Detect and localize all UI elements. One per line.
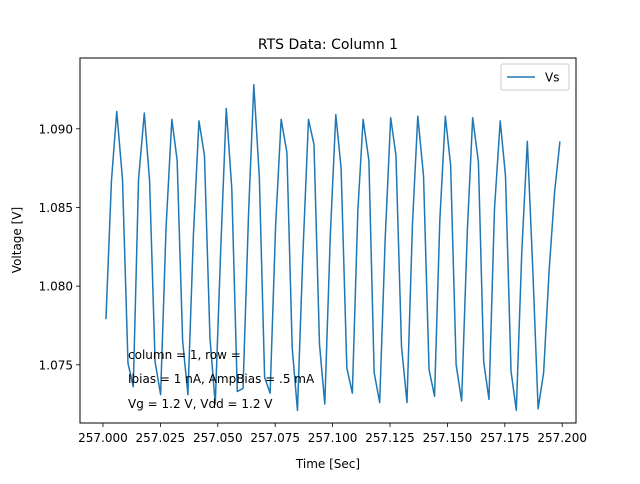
x-tick-label: 257.000	[78, 431, 128, 445]
y-tick-label: 1.085	[39, 201, 73, 215]
y-axis-label: Voltage [V]	[10, 207, 24, 273]
x-tick-label: 257.125	[365, 431, 415, 445]
x-axis-label: Time [Sec]	[295, 457, 360, 471]
ticks: 257.000 257.025 257.050 257.075 257.100 257.1…	[39, 122, 587, 445]
annotation-block: column = 1, row = Ibias = 1 nA, AmpBias …	[128, 348, 315, 411]
x-tick-label: 257.150	[423, 431, 473, 445]
chart-title: RTS Data: Column 1	[258, 37, 398, 53]
x-tick-label: 257.025	[136, 431, 186, 445]
x-tick-label: 257.050	[193, 431, 243, 445]
legend-label-vs: Vs	[545, 71, 559, 85]
x-tick-label: 257.175	[480, 431, 530, 445]
annotation-line-2: Ibias = 1 nA, AmpBias = .5 mA	[128, 372, 315, 386]
x-tick-label: 257.100	[308, 431, 358, 445]
x-tick-label: 257.075	[250, 431, 300, 445]
plot-area	[105, 84, 561, 412]
series-line-vs	[105, 84, 561, 412]
y-tick-label: 1.075	[39, 358, 73, 372]
annotation-line-3: Vg = 1.2 V, Vdd = 1.2 V	[128, 397, 273, 411]
x-tick-label: 257.200	[537, 431, 587, 445]
y-tick-label: 1.090	[39, 122, 73, 136]
axes-frame	[79, 57, 577, 424]
y-tick-label: 1.080	[39, 280, 73, 294]
annotation-line-1: column = 1, row =	[128, 348, 241, 362]
legend: Vs	[500, 63, 570, 91]
